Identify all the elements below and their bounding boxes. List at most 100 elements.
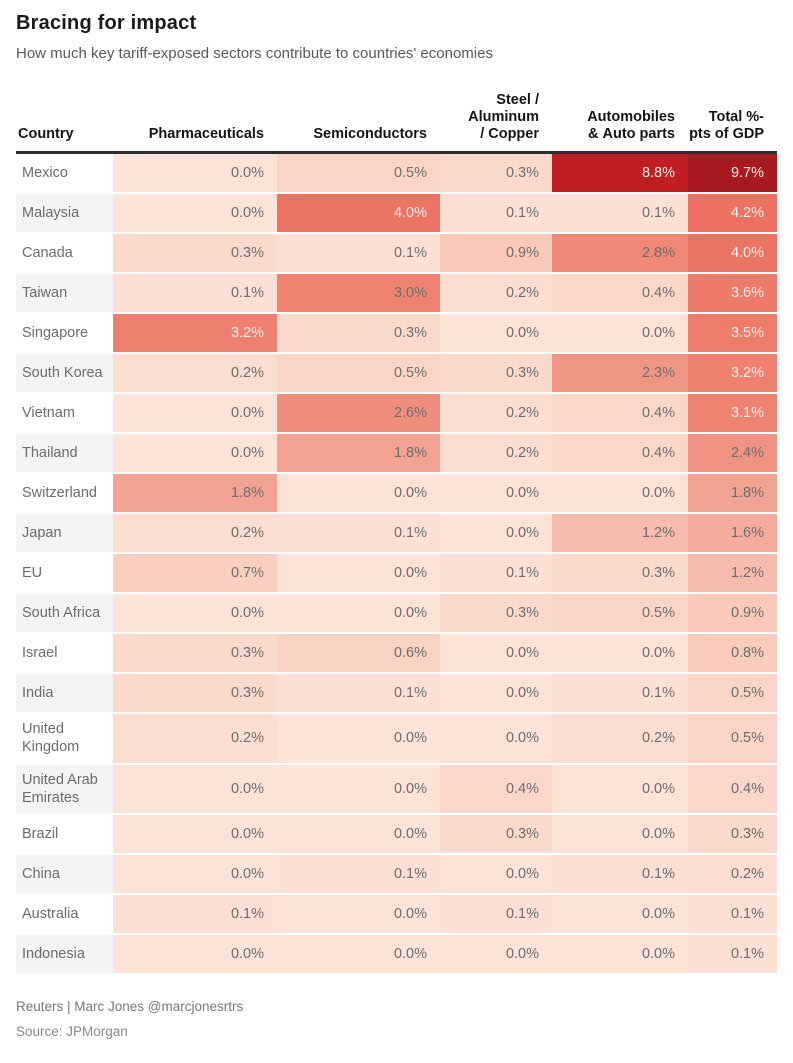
value-cell: 0.0%: [113, 814, 277, 855]
country-label: United Arab Emirates: [16, 764, 113, 815]
value-cell: 0.3%: [440, 154, 552, 195]
value-cell: 0.0%: [277, 894, 440, 935]
value-cell: 0.1%: [552, 674, 688, 715]
country-label: EU: [16, 554, 113, 595]
country-label: Mexico: [16, 154, 113, 195]
col-header-steel-aluminum-copper: Steel / Aluminum / Copper: [440, 66, 552, 155]
value-cell: 0.8%: [688, 634, 777, 675]
table-row: Malaysia 0.0% 4.0% 0.1% 0.1% 4.2%: [16, 194, 777, 235]
country-label: Vietnam: [16, 394, 113, 435]
value-cell: 3.5%: [688, 314, 777, 355]
value-cell: 0.3%: [113, 634, 277, 675]
value-cell: 0.0%: [440, 854, 552, 895]
value-cell: 0.0%: [113, 934, 277, 975]
value-cell: 0.0%: [440, 514, 552, 555]
table-row: South Korea 0.2% 0.5% 0.3% 2.3% 3.2%: [16, 354, 777, 395]
country-label: Japan: [16, 514, 113, 555]
value-cell: 0.2%: [113, 714, 277, 765]
country-label: Taiwan: [16, 274, 113, 315]
value-cell: 0.0%: [440, 314, 552, 355]
value-cell: 0.6%: [277, 634, 440, 675]
country-label: Canada: [16, 234, 113, 275]
country-label: Brazil: [16, 814, 113, 855]
value-cell: 0.0%: [277, 814, 440, 855]
table-row: Indonesia 0.0% 0.0% 0.0% 0.0% 0.1%: [16, 934, 777, 975]
page-subtitle: How much key tariff-exposed sectors cont…: [16, 45, 493, 62]
value-cell: 0.0%: [552, 934, 688, 975]
country-label: Switzerland: [16, 474, 113, 515]
value-cell: 9.7%: [688, 154, 777, 195]
value-cell: 8.8%: [552, 154, 688, 195]
value-cell: 0.3%: [440, 814, 552, 855]
value-cell: 0.0%: [277, 934, 440, 975]
table-row: Taiwan 0.1% 3.0% 0.2% 0.4% 3.6%: [16, 274, 777, 315]
value-cell: 2.3%: [552, 354, 688, 395]
value-cell: 0.0%: [552, 314, 688, 355]
value-cell: 0.0%: [277, 474, 440, 515]
value-cell: 0.3%: [440, 354, 552, 395]
value-cell: 2.4%: [688, 434, 777, 475]
col-header-automobiles-auto-parts: Automobiles & Auto parts: [552, 66, 688, 155]
table-row: Canada 0.3% 0.1% 0.9% 2.8% 4.0%: [16, 234, 777, 275]
value-cell: 0.5%: [277, 354, 440, 395]
table-row: United Kingdom 0.2% 0.0% 0.0% 0.2% 0.5%: [16, 714, 777, 765]
value-cell: 3.6%: [688, 274, 777, 315]
country-label: India: [16, 674, 113, 715]
table-row: Switzerland 1.8% 0.0% 0.0% 0.0% 1.8%: [16, 474, 777, 515]
value-cell: 0.3%: [688, 814, 777, 855]
country-label: Indonesia: [16, 934, 113, 975]
country-label: United Kingdom: [16, 714, 113, 765]
value-cell: 0.1%: [277, 514, 440, 555]
value-cell: 2.8%: [552, 234, 688, 275]
country-label: China: [16, 854, 113, 895]
value-cell: 0.1%: [552, 194, 688, 235]
value-cell: 0.0%: [277, 714, 440, 765]
value-cell: 0.0%: [277, 764, 440, 815]
value-cell: 0.1%: [440, 894, 552, 935]
source-line: Source: JPMorgan: [16, 1023, 128, 1039]
table-row: South Africa 0.0% 0.0% 0.3% 0.5% 0.9%: [16, 594, 777, 635]
value-cell: 0.9%: [440, 234, 552, 275]
value-cell: 1.8%: [688, 474, 777, 515]
value-cell: 0.5%: [277, 154, 440, 195]
value-cell: 0.4%: [552, 434, 688, 475]
credit-line: Reuters | Marc Jones @marcjonesrtrs: [16, 998, 244, 1014]
table-row: Israel 0.3% 0.6% 0.0% 0.0% 0.8%: [16, 634, 777, 675]
country-label: Israel: [16, 634, 113, 675]
value-cell: 1.2%: [688, 554, 777, 595]
value-cell: 4.0%: [688, 234, 777, 275]
value-cell: 0.1%: [277, 674, 440, 715]
value-cell: 0.4%: [552, 274, 688, 315]
value-cell: 2.6%: [277, 394, 440, 435]
value-cell: 0.1%: [113, 274, 277, 315]
value-cell: 3.2%: [113, 314, 277, 355]
value-cell: 0.2%: [440, 394, 552, 435]
value-cell: 0.1%: [113, 894, 277, 935]
value-cell: 3.0%: [277, 274, 440, 315]
value-cell: 0.2%: [113, 514, 277, 555]
value-cell: 0.5%: [688, 674, 777, 715]
table-row: Australia 0.1% 0.0% 0.1% 0.0% 0.1%: [16, 894, 777, 935]
value-cell: 0.1%: [688, 934, 777, 975]
country-label: Thailand: [16, 434, 113, 475]
col-header-country: Country: [16, 66, 113, 155]
value-cell: 0.3%: [113, 674, 277, 715]
value-cell: 0.4%: [688, 764, 777, 815]
value-cell: 1.8%: [113, 474, 277, 515]
value-cell: 0.2%: [688, 854, 777, 895]
value-cell: 0.2%: [440, 274, 552, 315]
value-cell: 0.0%: [552, 894, 688, 935]
country-label: South Africa: [16, 594, 113, 635]
value-cell: 0.5%: [688, 714, 777, 765]
value-cell: 0.1%: [552, 854, 688, 895]
value-cell: 0.0%: [113, 154, 277, 195]
table-row: Vietnam 0.0% 2.6% 0.2% 0.4% 3.1%: [16, 394, 777, 435]
value-cell: 0.3%: [440, 594, 552, 635]
value-cell: 0.5%: [552, 594, 688, 635]
table-row: Mexico 0.0% 0.5% 0.3% 8.8% 9.7%: [16, 154, 777, 195]
value-cell: 0.0%: [440, 674, 552, 715]
value-cell: 0.0%: [440, 634, 552, 675]
value-cell: 0.4%: [552, 394, 688, 435]
table-row: China 0.0% 0.1% 0.0% 0.1% 0.2%: [16, 854, 777, 895]
